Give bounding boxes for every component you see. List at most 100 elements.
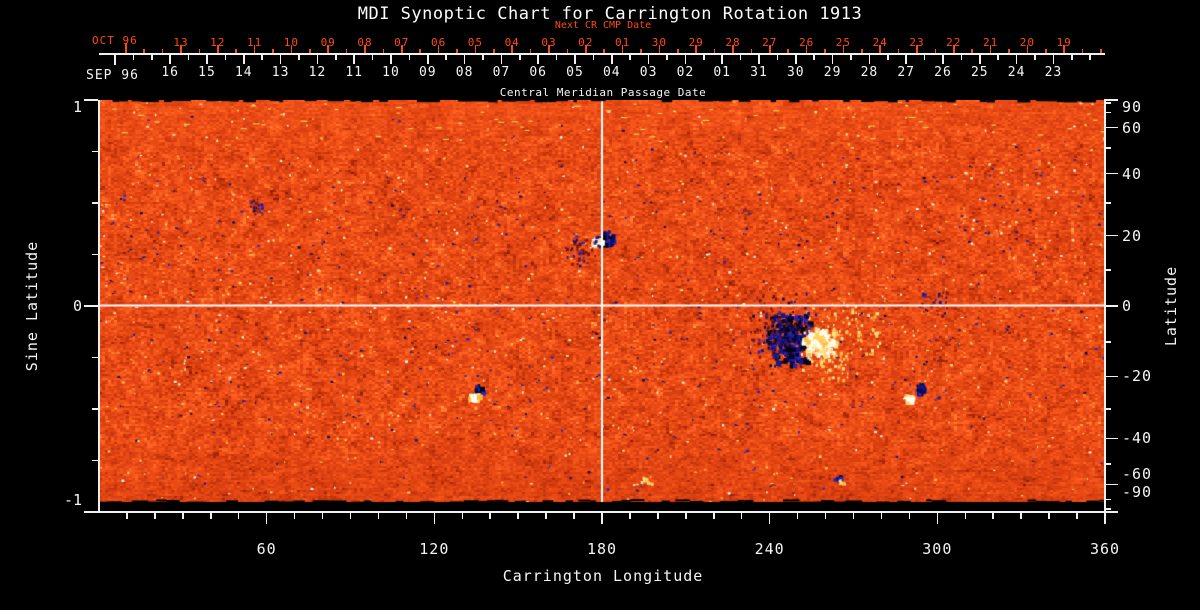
longitude-minor-tick (908, 513, 911, 519)
white-tick (666, 55, 668, 60)
longitude-minor-tick (880, 513, 883, 519)
latitude-tick (1104, 437, 1118, 440)
red-tick (677, 48, 679, 53)
red-tick (824, 48, 826, 53)
red-day-label: 05 (467, 36, 484, 49)
longitude-major-tick (265, 513, 268, 524)
white-tick (997, 55, 999, 60)
red-tick (548, 45, 550, 53)
white-tick (151, 55, 153, 60)
longitude-major-tick (1104, 513, 1106, 524)
red-day-label: 11 (246, 36, 263, 49)
red-tick (989, 45, 992, 53)
longitude-major-tick (433, 513, 436, 524)
white-tick (850, 55, 852, 60)
white-tick (261, 55, 263, 60)
longitude-minor-tick (237, 513, 240, 519)
red-tick (916, 45, 918, 53)
red-tick (713, 48, 716, 53)
white-tick (684, 55, 687, 64)
red-day-label: 12 (210, 36, 226, 49)
red-tick (253, 45, 256, 53)
longitude-minor-tick (461, 513, 464, 519)
latitude-tick (1104, 111, 1111, 114)
longitude-minor-tick (824, 513, 827, 519)
white-tick (1034, 55, 1036, 60)
red-tick (1026, 45, 1029, 53)
red-tick (897, 48, 900, 53)
longitude-major-tick (601, 513, 603, 524)
white-tick (1089, 55, 1091, 60)
white-tick (390, 55, 392, 64)
longitude-minor-tick (964, 513, 967, 519)
red-tick (1008, 48, 1010, 53)
white-tick (298, 55, 300, 60)
longitude-minor-tick (657, 513, 659, 519)
white-tick (923, 55, 926, 60)
red-day-label: 21 (982, 36, 999, 49)
latitude-tick-label: 40 (1122, 164, 1143, 183)
cmp-day-label: 02 (676, 65, 695, 80)
latitude-tick (1104, 341, 1111, 343)
red-tick (419, 48, 421, 53)
red-tick (198, 48, 201, 53)
red-tick (842, 45, 845, 53)
red-tick (934, 48, 937, 53)
red-day-label: 04 (504, 36, 520, 49)
white-month-label: SEP 96 (86, 68, 139, 83)
white-tick (703, 55, 705, 60)
sine-latitude-tick (92, 408, 98, 410)
longitude-tick-label: 300 (922, 540, 953, 558)
cmp-day-label: 26 (934, 65, 952, 80)
longitude-minor-tick (685, 513, 687, 519)
white-tick (960, 55, 963, 60)
longitude-minor-tick (796, 513, 799, 519)
latitude-tick-label: -20 (1122, 367, 1153, 386)
white-tick (942, 55, 944, 64)
chart-title: MDI Synoptic Chart for Carrington Rotati… (357, 4, 863, 24)
white-tick (132, 55, 135, 60)
latitude-tick-label: 90 (1122, 98, 1143, 116)
cmp-day-label: 07 (492, 65, 511, 80)
longitude-minor-tick (489, 513, 491, 519)
red-tick (125, 43, 127, 53)
red-tick (879, 45, 881, 53)
red-tick (437, 45, 440, 53)
white-tick (408, 55, 411, 60)
red-tick (1081, 48, 1084, 53)
latitude-tick (1104, 511, 1118, 513)
cmp-day-label: 24 (1007, 65, 1026, 80)
red-day-label: 23 (909, 36, 925, 49)
red-tick (953, 45, 955, 53)
white-tick (279, 55, 282, 64)
longitude-minor-tick (377, 513, 380, 519)
longitude-minor-tick (1020, 513, 1022, 519)
cmp-day-label: 23 (1044, 65, 1063, 80)
red-tick (603, 48, 605, 53)
latitude-tick-label: 0 (1122, 297, 1133, 315)
white-tick (206, 55, 208, 64)
latitude-tick (1104, 269, 1111, 271)
cmp-day-label: 12 (308, 65, 327, 80)
longitude-minor-tick (321, 513, 324, 519)
longitude-tick-label: 180 (586, 540, 618, 558)
red-tick (861, 48, 863, 53)
red-tick (272, 48, 274, 53)
white-tick (427, 55, 429, 64)
cmp-day-label: 09 (418, 65, 437, 80)
red-day-label: 03 (541, 36, 557, 49)
longitude-minor-tick (852, 513, 855, 519)
latitude-tick (1104, 508, 1111, 510)
red-tick (658, 45, 661, 53)
white-tick (353, 55, 355, 64)
red-tick (290, 45, 293, 53)
white-tick (187, 55, 190, 60)
white-tick (243, 55, 245, 64)
red-tick (456, 48, 458, 53)
red-day-label: 29 (688, 36, 704, 49)
white-tick (445, 55, 447, 60)
latitude-tick-label: -60 (1122, 465, 1153, 483)
white-tick (335, 55, 337, 60)
red-tick (750, 48, 753, 53)
